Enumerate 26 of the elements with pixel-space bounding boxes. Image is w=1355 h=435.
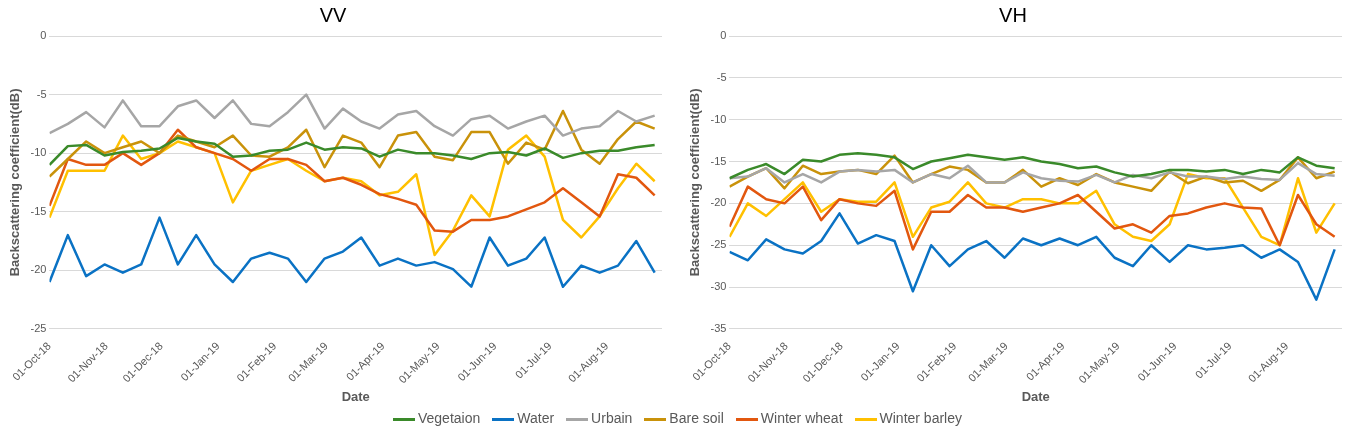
legend-label: Water	[516, 410, 555, 426]
x-axis-title: Date	[341, 388, 370, 404]
legend-label: Winter barley	[878, 410, 962, 426]
y-tick-label: -25	[30, 321, 47, 334]
legend-label: Vegetaion	[417, 410, 481, 426]
y-axis-title: Backscattering coefficient(dB)	[687, 88, 703, 277]
y-tick-label: -30	[710, 280, 727, 293]
y-tick-label: 0	[720, 29, 727, 42]
y-tick-label: -15	[30, 204, 47, 217]
y-tick-label: -5	[36, 87, 47, 100]
chart-title: VH	[999, 3, 1027, 26]
y-tick-label: -15	[710, 154, 727, 167]
y-axis-title: Backscattering coefficient(dB)	[7, 88, 23, 277]
y-tick-label: -20	[710, 196, 727, 209]
y-tick-label: -10	[710, 112, 727, 125]
legend-label: Bare soil	[668, 410, 724, 426]
legend-label: Urbain	[590, 410, 633, 426]
legend-label: Winter wheat	[759, 410, 843, 426]
chart-title: VV	[319, 3, 347, 26]
y-tick-label: -20	[30, 263, 47, 276]
y-tick-label: -35	[710, 321, 727, 334]
y-tick-label: 0	[40, 29, 47, 42]
y-tick-label: -5	[716, 70, 727, 83]
y-tick-label: -25	[710, 238, 727, 251]
y-tick-label: -10	[30, 146, 47, 159]
x-axis-title: Date	[1021, 388, 1050, 404]
